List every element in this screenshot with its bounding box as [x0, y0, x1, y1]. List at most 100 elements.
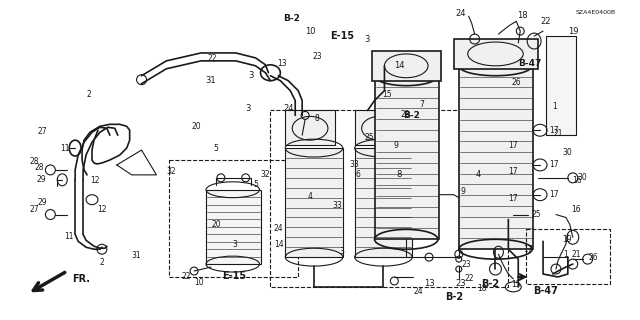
Text: 11: 11 — [61, 144, 70, 153]
Text: 8: 8 — [397, 170, 402, 180]
Text: 1: 1 — [563, 250, 568, 259]
Bar — [355, 148, 412, 257]
Text: 15: 15 — [511, 280, 521, 289]
Text: E-15: E-15 — [330, 31, 354, 41]
Bar — [271, 110, 508, 287]
Text: 4: 4 — [476, 170, 481, 180]
Text: 1: 1 — [552, 101, 557, 111]
Text: 3: 3 — [245, 104, 251, 113]
Text: B-47: B-47 — [518, 59, 541, 68]
Text: 10: 10 — [305, 27, 316, 36]
Text: 19: 19 — [563, 235, 572, 244]
Bar — [454, 39, 538, 69]
Text: 21: 21 — [553, 129, 563, 138]
Bar — [374, 76, 439, 239]
Text: 7: 7 — [419, 100, 424, 109]
Text: 30: 30 — [578, 173, 588, 182]
Text: 2: 2 — [86, 91, 91, 100]
Text: 5: 5 — [253, 180, 258, 189]
Text: 17: 17 — [509, 167, 518, 176]
Text: 10: 10 — [195, 278, 204, 287]
Text: 24: 24 — [283, 104, 294, 113]
Text: 24: 24 — [274, 224, 284, 233]
Text: 31: 31 — [205, 76, 216, 85]
Text: 11: 11 — [65, 232, 74, 241]
Text: 12: 12 — [97, 205, 107, 214]
Text: 29: 29 — [37, 198, 47, 207]
Text: 5: 5 — [213, 144, 218, 153]
Text: 15: 15 — [382, 91, 392, 100]
Text: 3: 3 — [232, 240, 237, 249]
Text: 16: 16 — [571, 205, 580, 214]
Text: 9: 9 — [460, 187, 465, 196]
Text: 20: 20 — [191, 122, 201, 131]
Text: 22: 22 — [541, 17, 551, 26]
Bar — [372, 51, 441, 81]
Text: B-2: B-2 — [445, 292, 463, 302]
Text: 3: 3 — [248, 71, 253, 80]
Text: SZA4E0400B: SZA4E0400B — [576, 10, 616, 15]
Text: 20: 20 — [211, 220, 221, 229]
Text: 13: 13 — [277, 59, 287, 68]
Text: 9: 9 — [394, 141, 399, 150]
Text: 32: 32 — [166, 167, 176, 176]
Text: 13: 13 — [424, 279, 435, 288]
Bar — [526, 229, 611, 284]
Text: 26: 26 — [512, 78, 522, 87]
Text: B-47: B-47 — [533, 286, 558, 296]
Bar — [285, 148, 343, 257]
Text: 28: 28 — [34, 164, 44, 172]
Bar — [285, 110, 335, 145]
Text: 17: 17 — [524, 245, 533, 254]
Text: 23: 23 — [456, 279, 466, 288]
Text: 30: 30 — [563, 148, 572, 156]
Text: 22: 22 — [181, 272, 191, 282]
Text: 14: 14 — [274, 240, 284, 249]
Text: 6: 6 — [356, 170, 360, 179]
Text: 28: 28 — [30, 157, 40, 166]
Text: 33: 33 — [333, 202, 342, 211]
Text: 17: 17 — [549, 190, 559, 199]
Text: 18: 18 — [517, 11, 527, 20]
Text: 17: 17 — [549, 160, 559, 170]
Bar — [206, 190, 260, 264]
Bar — [459, 66, 533, 249]
Text: 14: 14 — [394, 61, 404, 70]
Text: B-2: B-2 — [283, 14, 300, 23]
Text: 29: 29 — [36, 175, 46, 184]
Text: 22: 22 — [465, 275, 474, 284]
Text: 24: 24 — [413, 287, 423, 296]
Text: 26: 26 — [589, 253, 598, 262]
Text: 12: 12 — [90, 176, 100, 185]
Text: 21: 21 — [571, 250, 580, 259]
Text: 19: 19 — [568, 27, 579, 36]
Text: 2: 2 — [100, 258, 104, 267]
Text: 23: 23 — [401, 109, 410, 118]
Text: 16: 16 — [572, 176, 582, 185]
Text: 24: 24 — [456, 9, 466, 18]
Text: 3: 3 — [364, 35, 369, 44]
Text: 33: 33 — [350, 160, 360, 170]
Text: 18: 18 — [477, 284, 486, 293]
Text: 17: 17 — [549, 126, 559, 135]
Text: E-15: E-15 — [222, 271, 246, 281]
Text: 27: 27 — [30, 205, 40, 214]
Text: B-2: B-2 — [481, 279, 500, 289]
Text: 4: 4 — [308, 192, 313, 201]
Bar — [170, 160, 298, 277]
Text: 8: 8 — [314, 114, 319, 123]
Text: FR.: FR. — [72, 274, 90, 284]
Text: 31: 31 — [131, 251, 141, 260]
Text: 32: 32 — [260, 170, 270, 180]
Text: 25: 25 — [365, 133, 374, 142]
Text: 23: 23 — [462, 260, 472, 268]
Text: 25: 25 — [531, 210, 541, 219]
Text: 3: 3 — [340, 247, 345, 257]
Bar — [546, 36, 576, 135]
Text: 17: 17 — [509, 141, 518, 150]
Bar — [355, 110, 404, 145]
Text: 22: 22 — [207, 54, 217, 63]
Text: 23: 23 — [312, 52, 322, 61]
Text: B-2: B-2 — [404, 111, 420, 120]
Text: 17: 17 — [509, 194, 518, 203]
